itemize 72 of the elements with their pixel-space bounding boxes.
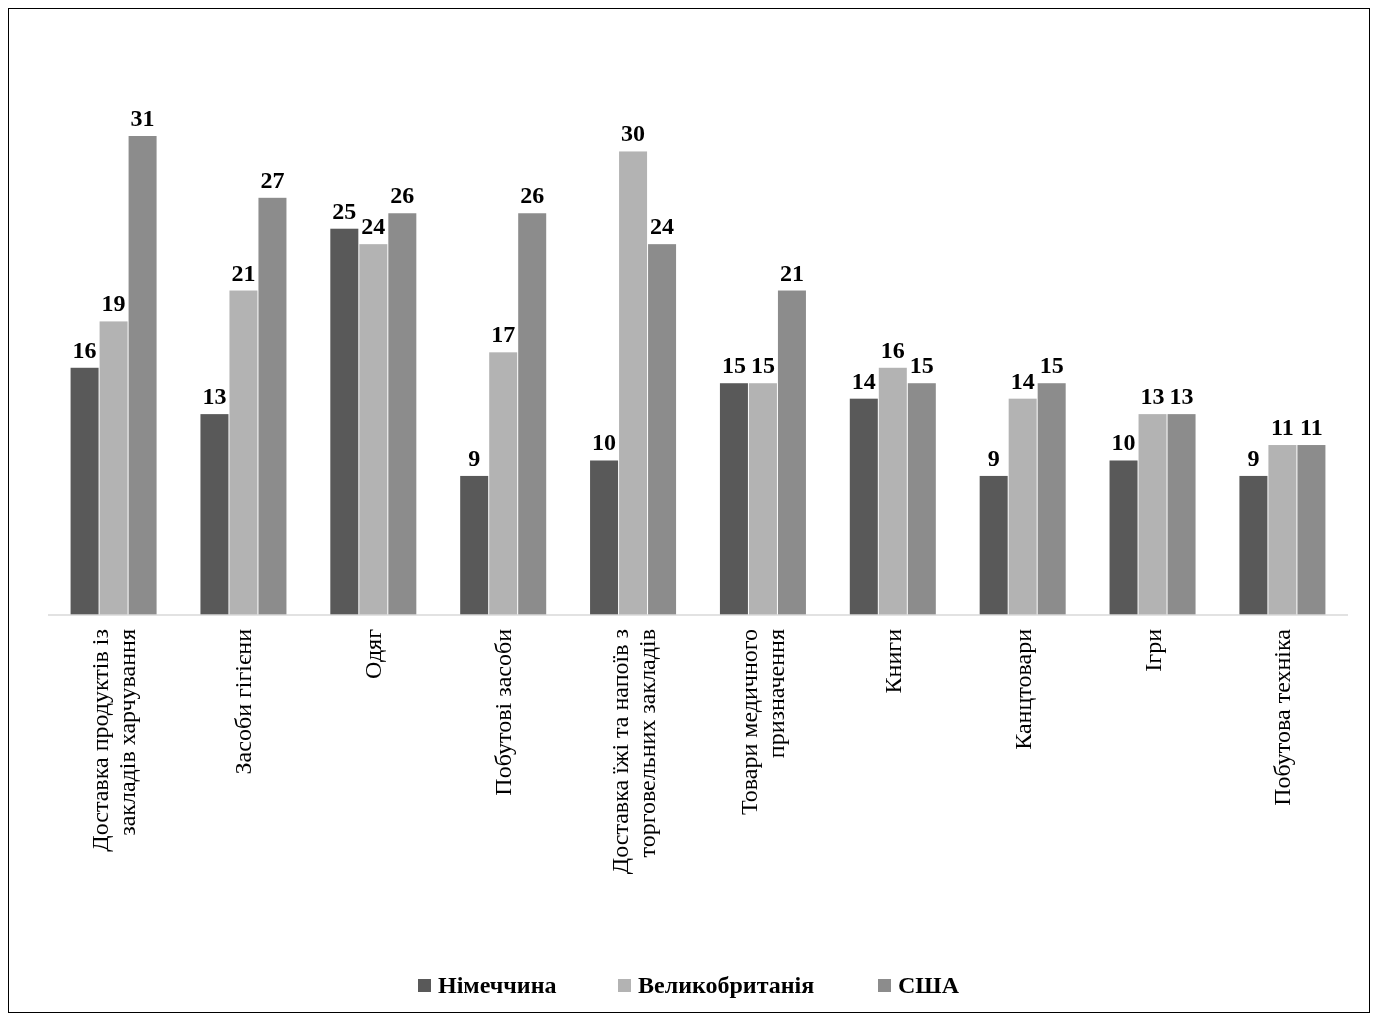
data-label: 30: [621, 120, 646, 147]
bar: [1297, 445, 1326, 615]
data-label: 11: [1300, 414, 1323, 441]
data-label: 15: [1039, 352, 1064, 379]
x-tick-label: Побутова техніка: [1269, 628, 1296, 806]
bar: [1268, 445, 1297, 615]
bar: [1239, 475, 1268, 615]
bar: [518, 213, 547, 615]
data-label: 11: [1271, 414, 1294, 441]
data-label: 24: [650, 213, 675, 240]
data-label: 14: [851, 367, 876, 394]
bar: [128, 136, 157, 615]
bar: [849, 398, 878, 615]
data-label: 10: [1111, 429, 1136, 456]
data-label: 14: [1010, 367, 1035, 394]
data-label: 13: [1169, 383, 1194, 410]
data-label: 26: [390, 182, 415, 209]
bar: [619, 151, 648, 615]
bar: [99, 321, 128, 615]
data-label: 19: [101, 290, 126, 317]
bar: [1109, 460, 1138, 615]
legend-label: Великобританія: [638, 972, 815, 998]
x-tick-label: Ігри: [1139, 628, 1166, 672]
x-tick-label: Одяг: [360, 628, 387, 680]
data-label: 25: [332, 197, 357, 224]
data-label: 16: [880, 336, 905, 363]
bar: [489, 352, 518, 615]
bar: [748, 383, 777, 615]
bar: [719, 383, 748, 615]
legend-label: Німеччина: [438, 972, 557, 998]
bar: [1167, 414, 1196, 615]
data-label: 9: [1247, 444, 1260, 471]
x-tick-label: Побутові засоби: [490, 628, 517, 796]
bar: [1008, 398, 1037, 615]
bar: [648, 244, 677, 615]
data-label: 26: [520, 182, 545, 209]
bar: [878, 367, 907, 615]
data-label: 24: [361, 213, 386, 240]
legend-label: США: [898, 972, 960, 998]
data-label: 9: [468, 444, 481, 471]
bar: [460, 475, 489, 615]
data-label: 17: [491, 321, 516, 348]
bar: [229, 290, 258, 615]
data-label: 13: [202, 383, 227, 410]
data-label: 31: [130, 105, 155, 131]
data-label: 27: [260, 166, 285, 193]
x-tick-label: Доставка їжі та напоїв з торговельних закладів: [606, 629, 660, 875]
bar: [1037, 383, 1066, 615]
x-tick-label: Книги: [879, 628, 906, 694]
x-tick-label: Засоби гігієни: [230, 628, 257, 775]
data-label: 15: [750, 352, 775, 379]
x-tick-label: Доставка продуктів із закладів харчування: [87, 629, 141, 852]
bar: [1138, 414, 1167, 615]
bar: [388, 213, 417, 615]
data-label: 15: [721, 352, 746, 379]
bar: [907, 383, 936, 615]
bar: [777, 290, 806, 615]
bar: [70, 367, 99, 615]
data-label: 16: [72, 336, 97, 363]
bar: [258, 197, 287, 615]
bar: [590, 460, 619, 615]
data-label: 15: [909, 352, 934, 379]
data-label: 13: [1140, 383, 1165, 410]
data-label: 21: [779, 259, 804, 286]
bar: [200, 414, 229, 615]
bar: [979, 475, 1008, 615]
x-tick-label: Канцтовари: [1009, 628, 1036, 750]
data-label: 10: [592, 429, 617, 456]
bar: [359, 244, 388, 615]
data-label: 9: [987, 444, 1000, 471]
bar: [330, 228, 359, 615]
data-label: 21: [231, 259, 256, 286]
